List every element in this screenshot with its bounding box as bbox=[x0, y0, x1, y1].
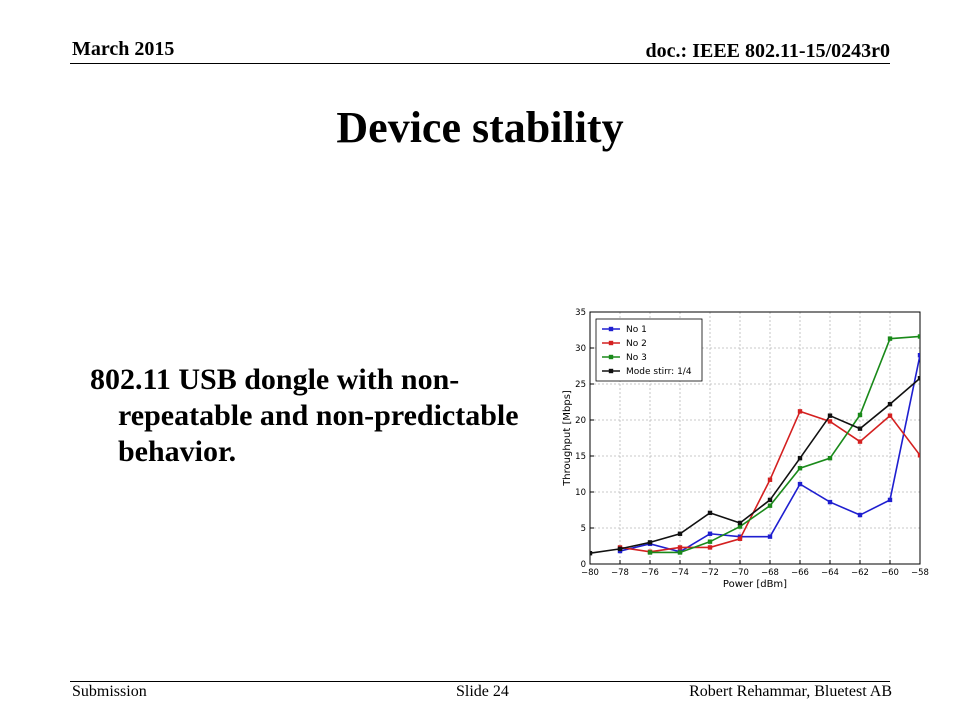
header-divider bbox=[70, 63, 890, 64]
x-tick-label: −64 bbox=[821, 568, 839, 578]
series-point bbox=[887, 401, 893, 407]
series-point bbox=[767, 477, 773, 482]
series-point bbox=[707, 510, 713, 516]
y-tick-label: 5 bbox=[581, 524, 586, 534]
legend-label: No 2 bbox=[626, 339, 647, 349]
header-doc-id: doc.: IEEE 802.11-15/0243r0 bbox=[645, 40, 890, 62]
series-point bbox=[917, 353, 920, 358]
series-point bbox=[767, 534, 773, 539]
footer-submission: Submission bbox=[72, 683, 147, 700]
x-tick-label: −76 bbox=[641, 568, 659, 578]
y-tick-label: 10 bbox=[575, 488, 586, 498]
series-point bbox=[737, 536, 743, 541]
series-point bbox=[857, 426, 863, 431]
y-axis-label: Throughput [Mbps] bbox=[562, 390, 573, 487]
series-point bbox=[767, 497, 773, 503]
x-tick-label: −78 bbox=[611, 568, 629, 578]
series-point bbox=[707, 539, 713, 544]
series-point bbox=[647, 540, 653, 545]
series-point bbox=[827, 419, 833, 424]
series-point bbox=[677, 531, 683, 536]
legend-swatch-marker bbox=[608, 368, 614, 374]
x-tick-label: −80 bbox=[581, 568, 599, 578]
series-point bbox=[857, 412, 863, 418]
series-point bbox=[827, 413, 833, 418]
series-point bbox=[857, 512, 863, 518]
series-point bbox=[887, 497, 893, 503]
y-tick-label: 30 bbox=[575, 344, 586, 354]
series-point bbox=[617, 546, 623, 552]
series-point bbox=[677, 545, 683, 550]
x-tick-label: −72 bbox=[701, 568, 719, 578]
legend-swatch-marker bbox=[608, 354, 614, 360]
series-point bbox=[590, 551, 593, 556]
slide-body-text: 802.11 USB dongle with non-repeatable an… bbox=[90, 363, 519, 468]
series-point bbox=[737, 520, 743, 526]
x-tick-label: −68 bbox=[761, 568, 779, 578]
y-tick-label: 25 bbox=[575, 380, 586, 390]
x-tick-label: −62 bbox=[851, 568, 869, 578]
series-point bbox=[677, 550, 683, 555]
series-point bbox=[827, 499, 833, 505]
series-point bbox=[887, 413, 893, 418]
series-point bbox=[797, 466, 803, 471]
y-tick-label: 0 bbox=[581, 560, 586, 570]
series-point bbox=[887, 336, 893, 341]
y-tick-label: 35 bbox=[575, 308, 586, 318]
series-point bbox=[857, 439, 863, 444]
throughput-chart: −80 −78 −76 −74 −72 −70 −68 −66 −64 −62 −60 −58 0 5 10… bbox=[548, 302, 940, 592]
series-line-3 bbox=[650, 335, 920, 554]
x-tick-label: −70 bbox=[731, 568, 749, 578]
series-point bbox=[797, 409, 803, 414]
y-tick-label: 15 bbox=[575, 452, 586, 462]
legend-label: Mode stirr: 1/4 bbox=[626, 367, 692, 377]
series-point bbox=[917, 334, 920, 339]
footer-author: Robert Rehammar, Bluetest AB bbox=[689, 683, 892, 700]
footer-divider bbox=[70, 681, 890, 682]
y-tick-label: 20 bbox=[575, 416, 586, 426]
x-tick-label: −74 bbox=[671, 568, 689, 578]
footer-slide-number: Slide 24 bbox=[456, 683, 509, 700]
series-point bbox=[797, 481, 803, 487]
series-point bbox=[707, 531, 713, 536]
series-point bbox=[917, 453, 920, 458]
x-tick-label: −58 bbox=[911, 568, 929, 578]
plot-frame bbox=[589, 311, 921, 565]
header-date: March 2015 bbox=[72, 38, 175, 60]
x-tick-label: −60 bbox=[881, 568, 899, 578]
slide-title: Device stability bbox=[336, 103, 624, 152]
throughput-chart-svg: −80 −78 −76 −74 −72 −70 −68 −66 −64 −62 −60 −58 0 5 10… bbox=[548, 302, 940, 592]
legend-swatch-marker bbox=[608, 326, 614, 332]
series-point bbox=[797, 455, 803, 461]
series-line-4 bbox=[590, 377, 920, 554]
series-point bbox=[767, 503, 773, 508]
legend-label: No 1 bbox=[626, 325, 647, 335]
series-group bbox=[590, 334, 920, 556]
legend-swatch-marker bbox=[608, 340, 614, 346]
series-point bbox=[737, 524, 743, 529]
series-point bbox=[827, 455, 833, 461]
x-axis-label: Power [dBm] bbox=[723, 579, 787, 590]
series-point bbox=[707, 545, 713, 550]
legend-label: No 3 bbox=[626, 353, 647, 363]
series-point bbox=[917, 376, 920, 381]
x-tick-label: −66 bbox=[791, 568, 809, 578]
series-point bbox=[647, 550, 653, 555]
